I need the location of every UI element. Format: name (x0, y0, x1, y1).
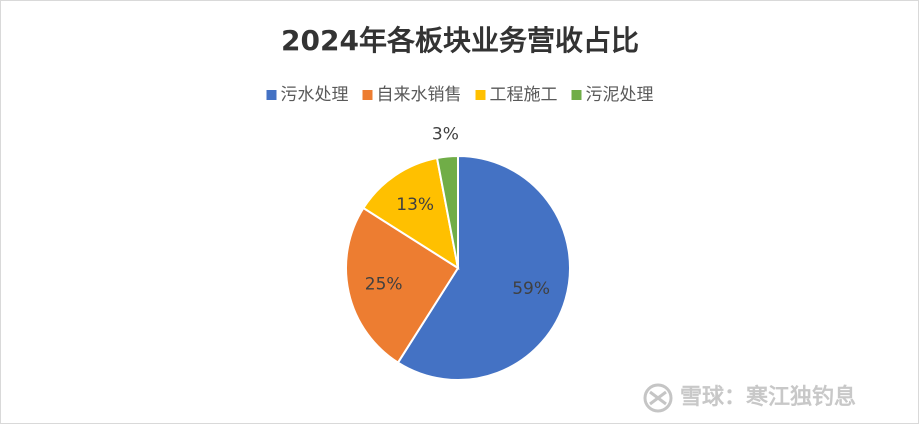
legend-swatch (571, 90, 582, 100)
legend-swatch (266, 90, 277, 100)
pie-slice (435, 154, 459, 269)
legend-swatch (475, 90, 486, 100)
legend-label: 污泥处理 (586, 85, 654, 105)
data-label: 3% (432, 125, 459, 145)
data-label: 59% (512, 279, 550, 299)
pie-slice (362, 156, 460, 271)
legend-label: 自来水销售 (377, 85, 462, 105)
data-label: 25% (365, 275, 403, 295)
pie-slice (396, 154, 571, 381)
legend-label: 工程施工 (490, 85, 558, 105)
watermark: 雪球：寒江独钓息 (680, 384, 856, 410)
watermark-logo (643, 383, 673, 413)
legend-swatch (362, 90, 373, 100)
data-label: 13% (396, 195, 434, 215)
legend-label: 污水处理 (281, 85, 349, 105)
chart-title: 2024年各板块业务营收占比 (281, 24, 639, 57)
pie-slice (345, 206, 460, 364)
